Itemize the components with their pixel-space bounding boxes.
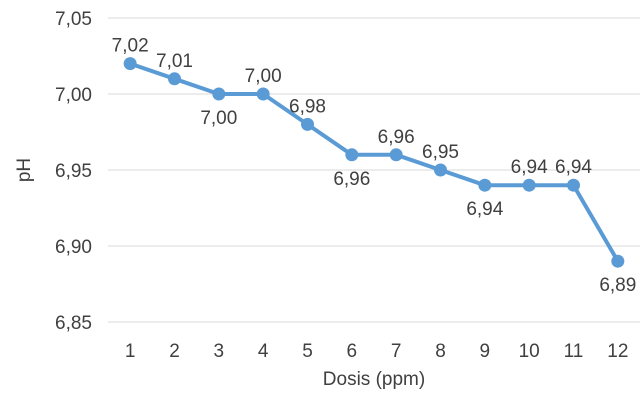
data-label: 6,95 [422, 142, 459, 163]
x-tick-label: 7 [391, 341, 402, 362]
data-label: 7,00 [245, 66, 282, 87]
data-point [212, 87, 226, 101]
y-tick-label: 7,00 [55, 85, 92, 106]
y-tick-label: 7,05 [55, 9, 92, 30]
series-line [128, 61, 620, 264]
data-point [567, 178, 580, 192]
x-tick-label: 10 [519, 341, 540, 362]
data-label: 6,96 [378, 127, 415, 148]
y-axis-title: pH [14, 158, 35, 182]
data-label: 7,01 [156, 51, 193, 72]
data-point [611, 254, 625, 268]
data-point [389, 148, 403, 162]
x-tick-label: 12 [607, 341, 628, 362]
data-label: 6,96 [333, 169, 370, 190]
data-label: 6,94 [555, 157, 592, 178]
data-point [434, 163, 447, 177]
x-tick-label: 9 [480, 341, 491, 362]
y-tick-label: 6,90 [55, 237, 92, 258]
y-tick-label: 6,85 [55, 313, 92, 334]
data-point [301, 117, 314, 131]
data-label: 7,02 [112, 36, 149, 57]
data-labels: 7,02 7,01 7,00 7,00 6,98 6,96 6,96 6,95 6,94 6,94… [112, 36, 637, 297]
data-point [345, 148, 359, 162]
data-label: 7,00 [200, 108, 237, 129]
data-point [478, 178, 492, 192]
data-label: 6,94 [466, 199, 503, 220]
x-tick-label: 3 [214, 341, 225, 362]
data-point [168, 72, 181, 86]
x-tick-label: 6 [347, 341, 358, 362]
data-point [522, 178, 536, 192]
y-tick-label: 6,95 [55, 161, 92, 182]
data-point [123, 57, 137, 71]
x-tick-labels: 1 2 3 4 5 6 7 8 9 10 11 12 [125, 341, 629, 362]
x-axis-title: Dosis (ppm) [323, 369, 425, 390]
x-tick-label: 8 [435, 341, 446, 362]
data-label: 6,94 [511, 157, 548, 178]
data-point [256, 87, 270, 101]
x-tick-label: 4 [258, 341, 269, 362]
x-tick-label: 11 [564, 341, 584, 362]
y-tick-labels: 6,85 6,90 6,95 7,00 7,05 [55, 9, 92, 334]
data-label: 6,98 [289, 96, 326, 117]
data-label: 6,89 [599, 275, 636, 296]
x-tick-label: 5 [302, 341, 313, 362]
x-tick-label: 1 [125, 341, 136, 362]
x-tick-label: 2 [169, 341, 180, 362]
series-ph [123, 57, 625, 268]
gridlines [108, 17, 640, 323]
